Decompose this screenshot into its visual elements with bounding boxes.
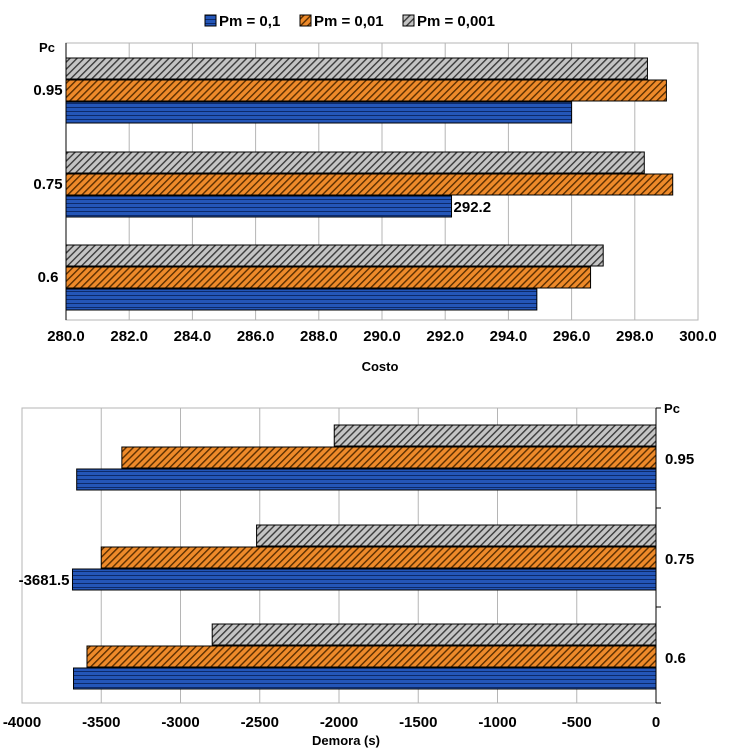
bar-pm-0-01-pc-0-95 xyxy=(65,79,667,102)
x-tick-label: -500 xyxy=(562,714,592,731)
bar-pm-0-001-pc-0-75 xyxy=(65,151,645,174)
x-tick-label: 284.0 xyxy=(174,328,212,345)
bar-pm-0-01-pc-0-75 xyxy=(65,173,674,196)
bar-pm-0-001-pc-0-6 xyxy=(65,244,604,267)
x-tick-label: 300.0 xyxy=(679,328,717,345)
x-tick-label: 286.0 xyxy=(237,328,275,345)
bar-pm-0-01-pc-0-95 xyxy=(121,446,657,469)
legend-label-pm-0-01: Pm = 0,01 xyxy=(314,13,384,30)
legend-label-pm-0-001: Pm = 0,001 xyxy=(417,13,495,30)
x-tick-label: -4000 xyxy=(3,714,41,731)
x-tick-label: 290.0 xyxy=(363,328,401,345)
x-tick-label: -2000 xyxy=(320,714,358,731)
x-axis-title: Costo xyxy=(362,359,399,374)
category-label: 0.95 xyxy=(33,82,62,99)
bar-pm-0-001-pc-0-75 xyxy=(256,524,657,547)
bar-pm-0-1-pc-0-75 xyxy=(71,568,657,591)
x-tick-label: 282.0 xyxy=(110,328,148,345)
legend-swatch-pm-0-01 xyxy=(299,14,312,27)
category-title: Pc xyxy=(664,401,680,416)
category-label: 0.75 xyxy=(665,551,694,568)
x-tick-label: 296.0 xyxy=(553,328,591,345)
bar-pm-0-1-pc-0-6 xyxy=(65,288,538,311)
x-tick-label: 280.0 xyxy=(47,328,85,345)
category-label: 0.6 xyxy=(665,650,686,667)
x-tick-label: -2500 xyxy=(241,714,279,731)
legend-swatch-pm-0-1 xyxy=(204,14,217,27)
costo-chart: 280.0 282.0 284.0 286.0 288.0 290.0 292.0 294.0… xyxy=(33,40,716,374)
x-tick-label: 294.0 xyxy=(490,328,528,345)
category-label: 0.75 xyxy=(33,176,62,193)
bar-pm-0-1-pc-0-95 xyxy=(65,101,573,124)
bar-pm-0-01-pc-0-6 xyxy=(65,266,592,289)
category-label: 0.6 xyxy=(38,269,59,286)
x-tick-label: -3000 xyxy=(161,714,199,731)
x-axis-title: Demora (s) xyxy=(312,733,380,748)
x-tick-label: 298.0 xyxy=(616,328,654,345)
bar-pm-0-01-pc-0-75 xyxy=(100,546,657,569)
category-label: 0.95 xyxy=(665,451,694,468)
x-tick-label: 0 xyxy=(652,714,660,731)
x-tick-label: -3500 xyxy=(82,714,120,731)
legend: Pm = 0,1 Pm = 0,01 Pm = 0,001 xyxy=(204,13,495,30)
legend-label-pm-0-1: Pm = 0,1 xyxy=(219,13,280,30)
bar-pm-0-001-pc-0-6 xyxy=(211,623,657,646)
x-tick-label: -1000 xyxy=(478,714,516,731)
category-title: Pc xyxy=(39,40,55,55)
data-label: -3681.5 xyxy=(19,572,70,589)
bar-pm-0-1-pc-0-6 xyxy=(73,667,657,690)
bar-pm-0-001-pc-0-95 xyxy=(65,57,648,80)
data-label: 292.2 xyxy=(454,199,492,216)
bar-pm-0-01-pc-0-6 xyxy=(86,645,657,668)
bar-pm-0-001-pc-0-95 xyxy=(333,424,657,447)
bar-pm-0-1-pc-0-75 xyxy=(65,195,453,218)
legend-swatch-pm-0-001 xyxy=(402,14,415,27)
bar-pm-0-1-pc-0-95 xyxy=(76,468,657,491)
x-tick-label: -1500 xyxy=(399,714,437,731)
x-tick-label: 292.0 xyxy=(426,328,464,345)
x-tick-label: 288.0 xyxy=(300,328,338,345)
demora-chart: -4000 -3500 -3000 -2500 -2000 -1500 -1000 -500 0… xyxy=(3,401,694,748)
